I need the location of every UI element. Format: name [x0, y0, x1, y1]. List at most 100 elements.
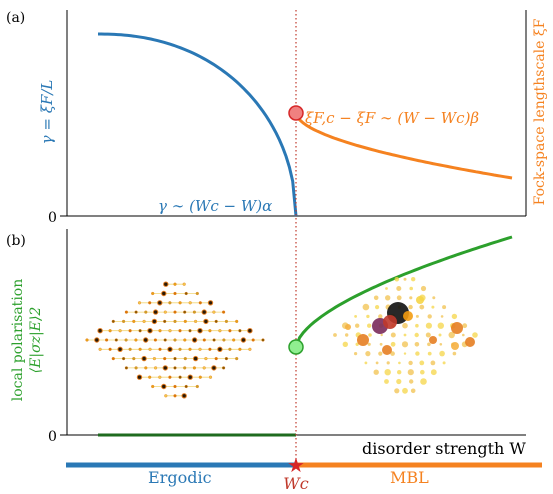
ergodic-node: [173, 282, 177, 286]
ergodic-node: [173, 366, 177, 370]
ergodic-node: [134, 366, 138, 370]
ergodic-node: [104, 338, 109, 342]
mbl-weighted-node: [465, 337, 475, 347]
xi-curve: [294, 112, 513, 180]
ergodic-node: [202, 338, 206, 342]
mbl-node: [403, 333, 407, 337]
ergodic-node: [151, 318, 158, 325]
ergodic-node: [85, 338, 89, 342]
ergodic-node: [151, 291, 155, 296]
ergodic-node: [163, 310, 167, 314]
mbl-node: [442, 361, 446, 365]
mbl-node: [385, 295, 391, 301]
mbl-node: [407, 369, 414, 376]
ergodic-node: [201, 309, 207, 315]
mbl-node: [345, 333, 349, 337]
ergodic-node: [132, 319, 136, 323]
mbl-node: [354, 352, 358, 356]
ergodic-node: [148, 301, 152, 305]
ergodic-node: [148, 375, 152, 379]
ergodic-node: [195, 291, 199, 296]
mbl-node: [452, 351, 457, 356]
ergodic-node: [198, 301, 202, 305]
ergodic-node: [163, 281, 169, 287]
ergodic-node: [204, 357, 208, 361]
ergodic-node: [152, 309, 159, 315]
mbl-node: [415, 314, 419, 318]
mbl-weighted-node: [451, 342, 459, 350]
ergodic-node: [124, 366, 128, 370]
ergodic-node: [94, 337, 100, 343]
mbl-node: [425, 332, 431, 338]
ergodic-node: [173, 357, 177, 361]
mbl-node: [462, 333, 465, 337]
ergodic-node: [222, 338, 226, 342]
mbl-node: [420, 285, 427, 292]
mbl-polarisation-curve: [294, 235, 513, 348]
ergodic-node: [235, 357, 239, 361]
ergodic-node: [240, 337, 247, 343]
mbl-node: [419, 304, 425, 310]
ergodic-node: [164, 394, 168, 398]
ergodic-node: [224, 319, 228, 323]
ergodic-node: [143, 337, 149, 343]
ergodic-node: [121, 357, 126, 361]
ergodic-node: [168, 329, 172, 333]
mbl-node: [396, 378, 402, 385]
ergodic-node: [128, 347, 132, 351]
mbl-node: [342, 341, 348, 347]
mbl-node: [394, 388, 400, 394]
ergodic-fock-graph: [85, 281, 265, 399]
ergodic-node: [124, 310, 128, 314]
gamma-axis-label: γ = ξF/L: [38, 80, 56, 145]
ergodic-node: [173, 291, 177, 296]
mbl-node: [442, 305, 447, 310]
ergodic-node: [137, 301, 142, 305]
ergodic-node: [183, 319, 187, 323]
ergodic-node: [144, 366, 148, 370]
mbl-node: [440, 315, 444, 318]
ergodic-node: [181, 393, 187, 399]
ergodic-node: [188, 301, 192, 305]
mbl-node: [410, 388, 416, 394]
mbl-node: [403, 352, 407, 355]
panel-a-zero-label: 0: [48, 210, 57, 226]
ergodic-node: [138, 329, 142, 333]
ergodic-node: [114, 338, 118, 342]
ergodic-node: [183, 357, 187, 361]
mbl-fock-graph: [333, 276, 478, 394]
ergodic-node: [214, 319, 218, 323]
ergodic-node: [207, 300, 214, 306]
mbl-node: [355, 323, 360, 328]
mbl-node: [420, 378, 427, 385]
critical-star-icon: ★: [287, 455, 305, 477]
mbl-weighted-node: [429, 336, 437, 344]
local-polarisation-formula: ⟨E|σz|E⟩2: [28, 307, 44, 374]
mbl-node: [396, 295, 402, 301]
ergodic-node: [152, 357, 156, 361]
ergodic-node: [192, 366, 196, 370]
mbl-node: [333, 333, 337, 337]
ergodic-node: [228, 329, 232, 333]
mbl-node: [430, 369, 437, 376]
mbl-node: [396, 286, 402, 291]
mbl-node: [462, 323, 468, 329]
ergodic-node: [187, 374, 193, 380]
ergodic-node: [173, 310, 177, 314]
xi-annotation-text: ξF,c − ξF ∼ (W − Wc)β: [305, 109, 479, 127]
mbl-node: [415, 351, 420, 356]
ergodic-node: [154, 366, 158, 370]
panel-a-label: (a): [6, 10, 25, 26]
ergodic-node: [151, 384, 155, 389]
ergodic-node: [183, 338, 187, 342]
mbl-weighted-node: [383, 315, 397, 329]
local-polarisation-label: local polarisation: [10, 279, 26, 402]
mbl-node: [439, 350, 445, 357]
mbl-label: MBL: [390, 468, 429, 487]
mbl-node: [378, 314, 383, 319]
ergodic-node: [188, 329, 192, 333]
ergodic-node: [142, 319, 146, 323]
gamma-curve: [98, 32, 298, 217]
xi-annotation: ξF,c − ξF ∼ (W − Wc)β: [305, 109, 479, 127]
mbl-node: [414, 332, 419, 338]
